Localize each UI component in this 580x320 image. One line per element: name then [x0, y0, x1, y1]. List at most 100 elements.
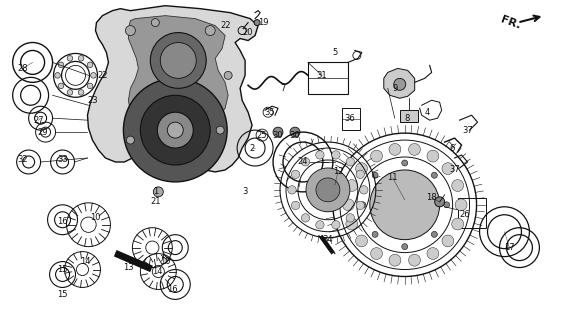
Text: 34: 34: [322, 235, 333, 244]
Text: 6: 6: [449, 144, 454, 153]
Text: 24: 24: [298, 157, 308, 166]
Circle shape: [346, 158, 354, 166]
Circle shape: [360, 186, 368, 194]
Circle shape: [394, 78, 406, 90]
Text: 16: 16: [167, 285, 177, 294]
Text: 20: 20: [243, 28, 253, 37]
Text: 7: 7: [280, 84, 286, 93]
Polygon shape: [384, 68, 415, 98]
Circle shape: [408, 254, 420, 266]
Text: 28: 28: [17, 64, 28, 73]
Text: 13: 13: [123, 263, 134, 272]
Circle shape: [332, 220, 340, 229]
Text: 26: 26: [459, 210, 470, 219]
Text: 11: 11: [387, 173, 398, 182]
Circle shape: [302, 158, 310, 166]
Bar: [400, 110, 418, 122]
Text: 14: 14: [80, 257, 90, 266]
Circle shape: [389, 254, 401, 266]
Circle shape: [442, 235, 454, 247]
Circle shape: [306, 168, 350, 212]
Text: 35: 35: [264, 108, 276, 117]
Circle shape: [216, 126, 224, 134]
Circle shape: [90, 73, 96, 78]
Text: 27: 27: [33, 116, 44, 125]
Text: 8: 8: [404, 114, 409, 123]
Circle shape: [371, 248, 382, 260]
Circle shape: [434, 197, 445, 207]
Circle shape: [370, 170, 440, 240]
Circle shape: [346, 218, 358, 230]
Circle shape: [408, 143, 420, 155]
Circle shape: [346, 214, 354, 222]
Circle shape: [205, 26, 215, 36]
Circle shape: [87, 83, 93, 89]
Circle shape: [87, 62, 93, 68]
Circle shape: [371, 150, 382, 162]
Circle shape: [224, 71, 232, 79]
Text: 23: 23: [87, 96, 98, 105]
Circle shape: [124, 78, 227, 182]
Text: 22: 22: [220, 21, 230, 30]
Circle shape: [58, 62, 64, 68]
Text: 22: 22: [97, 71, 108, 80]
Circle shape: [78, 90, 84, 95]
Text: 30: 30: [273, 131, 284, 140]
Text: 16: 16: [57, 217, 68, 226]
Circle shape: [442, 163, 454, 175]
Circle shape: [455, 199, 467, 211]
Text: 14: 14: [152, 267, 162, 276]
Polygon shape: [88, 6, 258, 172]
Text: 15: 15: [57, 265, 68, 274]
Circle shape: [157, 112, 193, 148]
Circle shape: [452, 218, 463, 230]
Text: 5: 5: [332, 48, 338, 57]
Circle shape: [151, 19, 160, 27]
Circle shape: [291, 201, 300, 210]
Circle shape: [254, 20, 260, 26]
Text: 10: 10: [90, 213, 101, 222]
Text: 36: 36: [345, 114, 355, 123]
Text: 37: 37: [450, 165, 460, 174]
Text: 17: 17: [504, 243, 515, 252]
Circle shape: [372, 231, 378, 237]
Circle shape: [67, 90, 72, 95]
Circle shape: [153, 187, 164, 197]
Circle shape: [427, 248, 439, 260]
Circle shape: [342, 199, 354, 211]
Text: 9: 9: [392, 84, 397, 93]
Circle shape: [78, 56, 84, 61]
Circle shape: [402, 160, 408, 166]
Circle shape: [288, 186, 296, 194]
Text: 12: 12: [333, 167, 343, 176]
Circle shape: [372, 172, 378, 178]
Text: 15: 15: [57, 290, 68, 299]
Circle shape: [356, 201, 364, 210]
Circle shape: [160, 43, 196, 78]
Polygon shape: [128, 16, 228, 152]
Circle shape: [356, 170, 364, 179]
Circle shape: [360, 202, 366, 208]
Circle shape: [316, 220, 324, 229]
Circle shape: [55, 73, 60, 78]
Circle shape: [332, 151, 340, 159]
Text: 18: 18: [426, 193, 437, 202]
Circle shape: [356, 235, 368, 247]
Text: 21: 21: [150, 197, 161, 206]
Text: 33: 33: [57, 156, 68, 164]
Circle shape: [316, 178, 340, 202]
Circle shape: [58, 83, 64, 89]
Text: 30: 30: [289, 131, 300, 140]
Bar: [458, 198, 485, 228]
Text: FR.: FR.: [499, 14, 522, 31]
Text: 37: 37: [462, 126, 473, 135]
Text: 1: 1: [153, 188, 158, 196]
Circle shape: [150, 33, 206, 88]
Bar: [308, 62, 348, 94]
Text: 32: 32: [17, 156, 28, 164]
Text: 25: 25: [257, 131, 267, 140]
Circle shape: [273, 127, 283, 137]
Circle shape: [126, 136, 135, 144]
Circle shape: [444, 202, 450, 208]
Text: 2: 2: [249, 144, 255, 153]
